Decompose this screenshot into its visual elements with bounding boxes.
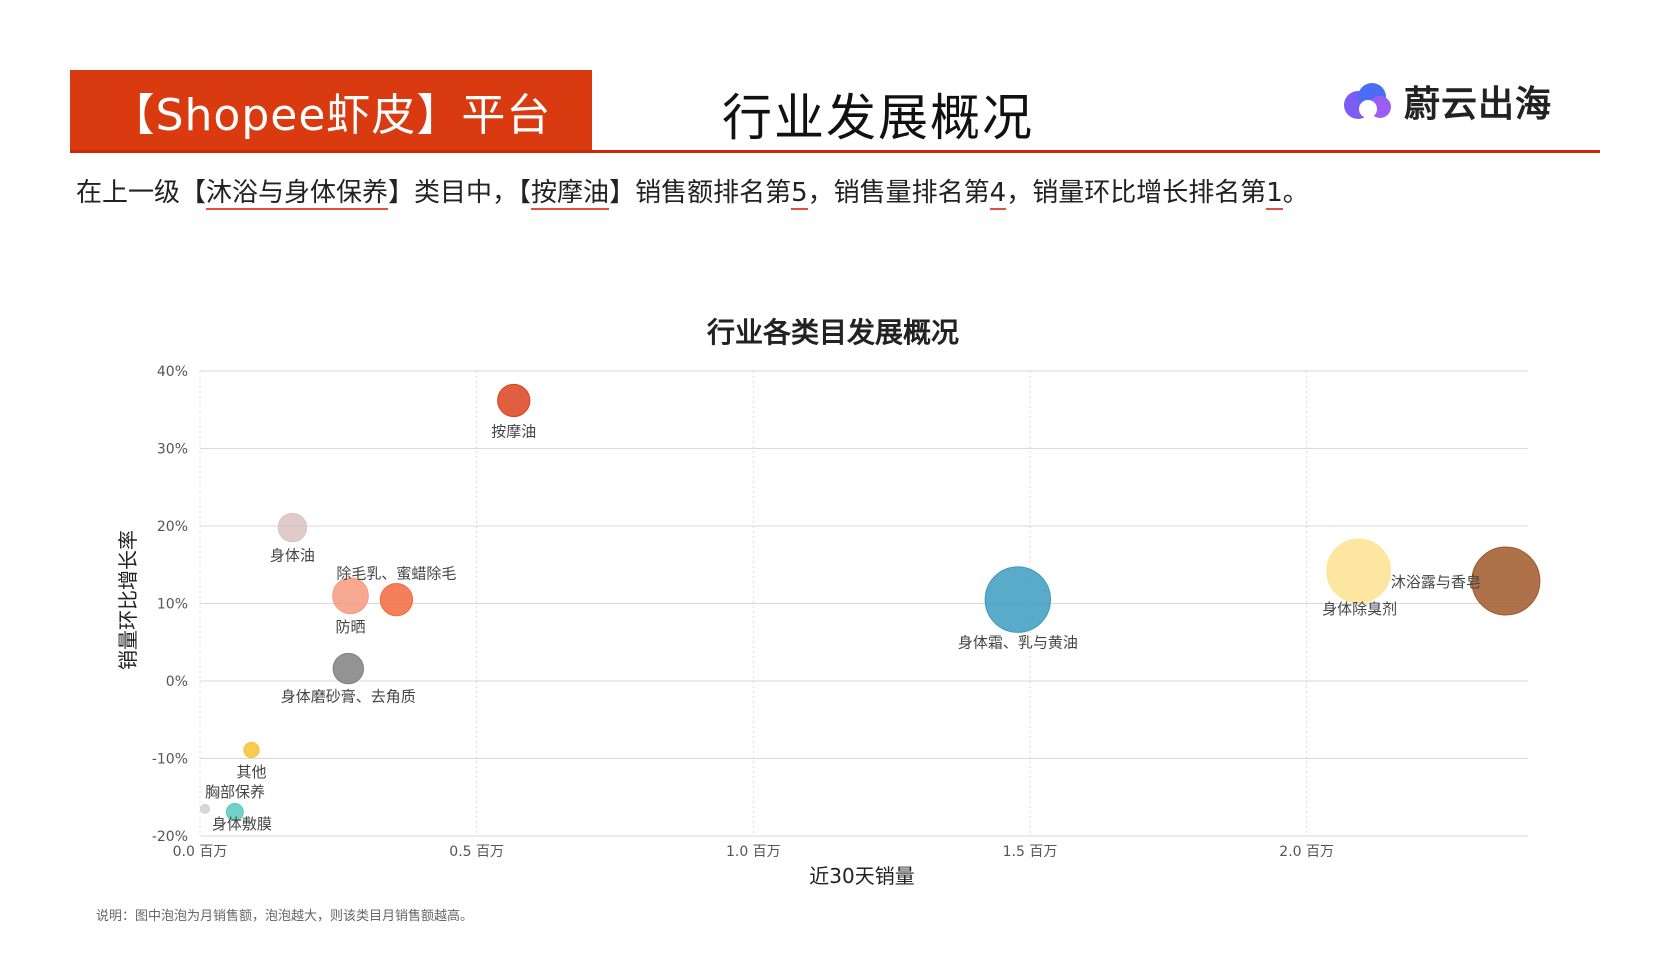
bubble-point <box>225 802 244 821</box>
brand-logo: 蔚云出海 <box>1340 70 1586 132</box>
bubble-point <box>199 803 210 814</box>
bubble-point <box>379 582 414 617</box>
y-tick-label: -10% <box>152 752 188 768</box>
bubble-point <box>277 512 308 543</box>
page-title: 行业发展概况 <box>722 89 1034 147</box>
intro-text: 】销售额排名第 <box>609 178 792 208</box>
x-tick-label: 1.0 百万 <box>726 844 781 860</box>
chart-title: 行业各类目发展概况 <box>706 316 959 349</box>
y-tick-label: 40% <box>157 364 188 380</box>
y-tick-label: -20% <box>152 829 188 845</box>
bubble-point <box>497 383 531 418</box>
intro-text: 。 <box>1282 178 1309 208</box>
x-tick-label: 0.5 百万 <box>449 844 504 860</box>
intro-text: 在上一级【 <box>76 178 207 208</box>
intro-sentence: 在上一级【沐浴与身体保养】类目中，【按摩油】销售额排名第5，销售量排名第4，销量… <box>76 172 1309 210</box>
x-tick-label: 1.5 百万 <box>1003 844 1058 860</box>
bubble-label: 除毛乳、蜜蜡除毛 <box>336 565 456 583</box>
y-axis-ticks: 40% 30% 20% 10% 0% -10% -20% <box>152 364 188 845</box>
category-name: 按摩油 <box>531 178 610 210</box>
platform-banner: 【Shopee虾皮】平台 <box>70 70 592 152</box>
y-tick-label: 10% <box>157 597 188 613</box>
x-axis-title: 近30天销量 <box>809 864 914 888</box>
chart-footnote: 说明：图中泡泡为月销售额，泡泡越大，则该类目月销售额越高。 <box>96 909 474 924</box>
bubble-label: 沐浴露与香皂 <box>1391 573 1481 591</box>
bubble-point <box>243 741 260 759</box>
x-axis-ticks: 0.0 百万 0.5 百万 1.0 百万 1.5 百万 2.0 百万 <box>173 844 1334 860</box>
header-divider <box>70 150 1600 153</box>
platform-label: 【Shopee虾皮】平台 <box>110 90 552 141</box>
x-tick-label: 0.0 百万 <box>173 844 228 860</box>
bubble-point <box>332 577 369 615</box>
bubble-label: 防晒 <box>335 618 365 636</box>
bubble-label: 按摩油 <box>491 422 536 440</box>
intro-text: ，销量环比增长排名第 <box>1006 178 1267 208</box>
bubble-label: 其他 <box>236 763 266 781</box>
y-axis-title: 销量环比增长率 <box>116 530 140 670</box>
volume-rank: 4 <box>989 178 1007 210</box>
bubble-point <box>984 566 1052 633</box>
y-tick-label: 30% <box>157 442 188 458</box>
bubble-label: 身体霜、乳与黄油 <box>958 634 1078 652</box>
bubble-label: 身体敷膜 <box>212 815 272 833</box>
intro-text: ，销售量排名第 <box>807 178 990 208</box>
sales-rank: 5 <box>791 178 808 210</box>
intro-text: 】类目中，【 <box>388 178 532 208</box>
bubble-point <box>1471 546 1541 616</box>
bubble-point <box>332 652 364 685</box>
y-tick-label: 0% <box>166 674 188 690</box>
bubbles <box>199 383 1541 821</box>
bubble-label: 身体除臭剂 <box>1322 600 1397 618</box>
bubble-label: 身体油 <box>270 547 315 565</box>
parent-category: 沐浴与身体保养 <box>206 178 389 210</box>
y-tick-label: 20% <box>157 519 188 535</box>
chart-grid <box>199 370 1528 837</box>
logo-text: 蔚云出海 <box>1404 84 1553 125</box>
bubble-point <box>1326 538 1391 604</box>
bubble-label: 身体磨砂膏、去角质 <box>281 688 416 706</box>
growth-rank: 1 <box>1266 178 1283 210</box>
cloud-logo-icon <box>1344 83 1391 119</box>
x-tick-label: 2.0 百万 <box>1279 844 1334 860</box>
bubble-label: 胸部保养 <box>205 783 265 801</box>
